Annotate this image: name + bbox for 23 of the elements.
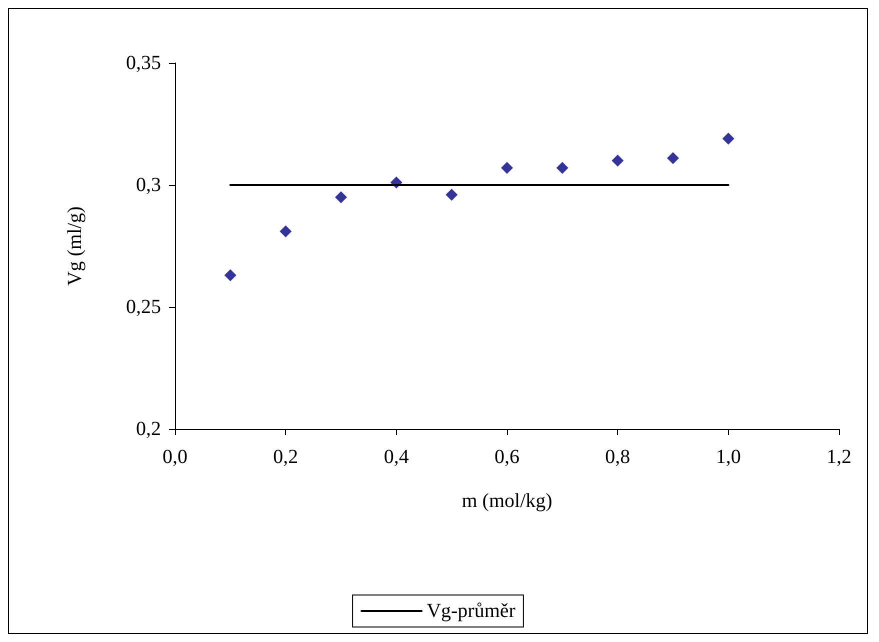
- point: [446, 188, 458, 201]
- legend-label: Vg-průměr: [426, 600, 516, 622]
- x-tick-label: 1,2: [826, 446, 852, 468]
- point: [556, 162, 568, 174]
- y-tick-label: 0,3: [136, 174, 161, 196]
- point: [280, 225, 292, 238]
- x-tick-label: 0,4: [384, 446, 409, 468]
- y-tick-label: 0,25: [126, 296, 161, 318]
- y-axis-title: Vg (ml/g): [64, 206, 86, 286]
- point: [335, 191, 347, 204]
- x-tick-label: 1,0: [716, 446, 741, 468]
- x-tick-label: 0,6: [494, 446, 520, 468]
- point: [501, 162, 513, 174]
- x-tick-label: 0,0: [162, 446, 188, 468]
- point: [612, 154, 624, 167]
- point: [667, 152, 679, 164]
- x-tick-label: 0,8: [605, 446, 630, 468]
- y-tick-label: 0,2: [136, 418, 161, 440]
- y-tick-label: 0,35: [126, 52, 161, 74]
- x-tick-label: 0,2: [273, 446, 298, 468]
- point: [722, 132, 734, 145]
- x-axis-title: m (mol/kg): [462, 490, 552, 512]
- point: [224, 269, 236, 282]
